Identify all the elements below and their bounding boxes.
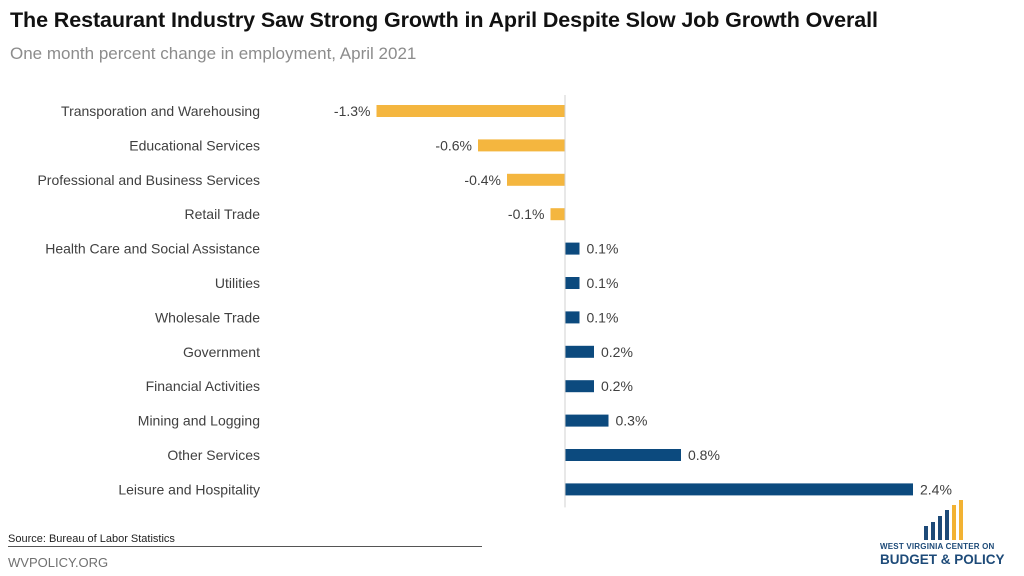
category-label: Professional and Business Services bbox=[37, 172, 260, 188]
bar bbox=[565, 449, 681, 461]
bar bbox=[565, 380, 594, 393]
bar bbox=[565, 311, 580, 324]
category-label: Wholesale Trade bbox=[155, 309, 260, 325]
bar bbox=[565, 277, 580, 289]
data-label: 0.3% bbox=[616, 413, 648, 429]
bar-chart: Transporation and Warehousing Educational… bbox=[37, 95, 952, 508]
category-labels: Transporation and Warehousing Educational… bbox=[37, 103, 260, 497]
category-label: Transporation and Warehousing bbox=[61, 103, 260, 119]
site-url: WVPOLICY.ORG bbox=[8, 555, 109, 570]
data-label: -0.6% bbox=[435, 137, 472, 153]
data-label: -0.1% bbox=[508, 206, 545, 222]
category-label: Government bbox=[183, 344, 260, 360]
category-label: Leisure and Hospitality bbox=[118, 481, 260, 497]
bar bbox=[565, 483, 913, 496]
category-label: Retail Trade bbox=[185, 206, 261, 222]
bar-graph-logo-icon bbox=[924, 500, 963, 540]
category-label: Financial Activities bbox=[146, 378, 260, 394]
bar bbox=[565, 242, 580, 255]
logo-text-line2: BUDGET & POLICY bbox=[880, 552, 1005, 567]
bar bbox=[550, 208, 565, 221]
bar bbox=[376, 105, 565, 117]
data-label: -0.4% bbox=[464, 172, 501, 188]
data-label: 0.2% bbox=[601, 344, 633, 360]
bar bbox=[478, 139, 565, 152]
chart-subtitle: One month percent change in employment, … bbox=[10, 44, 417, 63]
logo-text-line1: WEST VIRGINIA CENTER ON bbox=[880, 542, 995, 551]
category-label: Utilities bbox=[215, 275, 260, 291]
data-label: 0.1% bbox=[587, 241, 619, 257]
category-label: Health Care and Social Assistance bbox=[45, 241, 260, 257]
bar bbox=[507, 173, 565, 186]
data-label: -1.3% bbox=[334, 103, 371, 119]
data-label: 0.1% bbox=[587, 309, 619, 325]
footer-divider bbox=[8, 546, 482, 547]
organization-logo: WEST VIRGINIA CENTER ON BUDGET & POLICY bbox=[880, 498, 1020, 572]
category-label: Other Services bbox=[167, 447, 260, 463]
data-label: 0.8% bbox=[688, 447, 720, 463]
category-label: Educational Services bbox=[129, 137, 260, 153]
category-label: Mining and Logging bbox=[138, 413, 260, 429]
data-label: 0.2% bbox=[601, 378, 633, 394]
source-note: Source: Bureau of Labor Statistics bbox=[8, 533, 175, 545]
bar bbox=[565, 414, 609, 427]
bar bbox=[565, 345, 594, 358]
bars bbox=[376, 105, 913, 496]
value-labels: -1.3% -0.6% -0.4% -0.1% 0.1% 0.1% 0.1% 0.2% 0.2%… bbox=[334, 103, 952, 497]
data-label: 2.4% bbox=[920, 481, 952, 497]
data-label: 0.1% bbox=[587, 275, 619, 291]
chart-title: The Restaurant Industry Saw Strong Growt… bbox=[10, 8, 878, 32]
